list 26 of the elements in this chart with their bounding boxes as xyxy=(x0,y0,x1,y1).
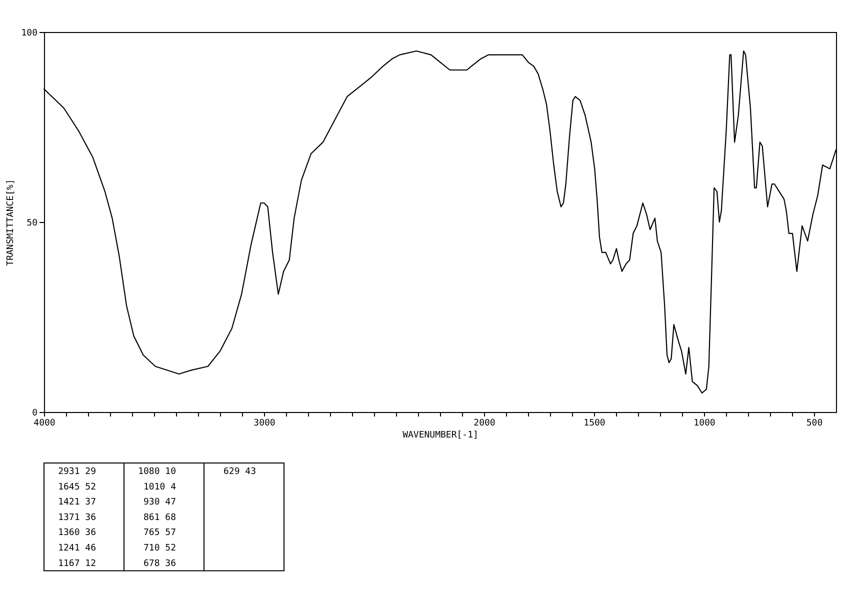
text: 1080 10 xyxy=(138,467,176,477)
text: 678 36 xyxy=(143,558,176,569)
text: 629 43 xyxy=(223,467,256,477)
x-tick-label: 4000 xyxy=(34,418,56,428)
text: 930 47 xyxy=(143,498,176,508)
text: 1010 4 xyxy=(143,482,176,492)
x-tick-label: 2000 xyxy=(474,418,496,428)
x-tick-label: 500 xyxy=(806,418,823,428)
text: 1360 36 xyxy=(58,528,96,538)
x-tick-label: 1000 xyxy=(694,418,716,428)
x-axis-title: WAVENUMBER[-1] xyxy=(402,430,478,440)
x-tick-label: 1500 xyxy=(584,418,606,428)
text: 1167 12 xyxy=(58,558,96,569)
x-tick-label: 3000 xyxy=(254,418,276,428)
y-axis-title: TRANSMITTANCE[%] xyxy=(6,179,16,266)
y-tick-label: 0 xyxy=(32,408,38,418)
text: 1241 46 xyxy=(58,544,96,554)
text: 1645 52 xyxy=(58,482,96,492)
text: 710 52 xyxy=(143,544,176,554)
y-tick-label: 100 xyxy=(21,28,38,38)
y-tick-label: 50 xyxy=(26,218,38,228)
text: 2931 29 xyxy=(58,467,96,477)
text: 1371 36 xyxy=(58,512,96,523)
text: 765 57 xyxy=(143,528,176,538)
text: 1421 37 xyxy=(58,498,96,508)
text: 861 68 xyxy=(143,512,176,523)
